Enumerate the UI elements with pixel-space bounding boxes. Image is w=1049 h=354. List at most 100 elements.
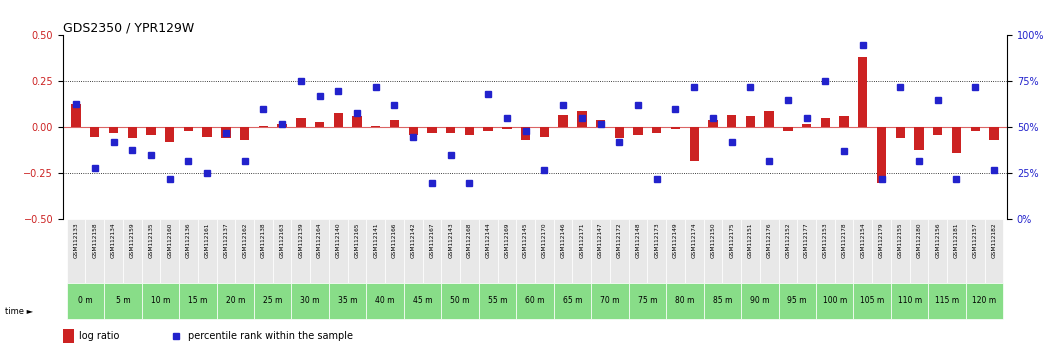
FancyBboxPatch shape [366, 283, 404, 319]
FancyBboxPatch shape [142, 219, 160, 283]
Bar [634, 127, 643, 135]
Text: GSM112164: GSM112164 [317, 223, 322, 258]
FancyBboxPatch shape [254, 219, 273, 283]
Text: GSM112145: GSM112145 [523, 223, 528, 258]
Text: 45 m: 45 m [413, 296, 432, 306]
Text: 0 m: 0 m [78, 296, 92, 306]
Text: 120 m: 120 m [972, 296, 997, 306]
Bar [933, 127, 942, 135]
Text: GSM112136: GSM112136 [186, 223, 191, 258]
Text: GSM112154: GSM112154 [860, 223, 865, 258]
Bar [427, 127, 436, 133]
FancyBboxPatch shape [385, 219, 404, 283]
Text: GSM112176: GSM112176 [767, 223, 772, 258]
FancyBboxPatch shape [123, 219, 142, 283]
Text: GSM112139: GSM112139 [298, 223, 303, 258]
FancyBboxPatch shape [816, 219, 835, 283]
Text: GSM112147: GSM112147 [598, 223, 603, 258]
Text: 60 m: 60 m [526, 296, 544, 306]
FancyBboxPatch shape [666, 219, 685, 283]
FancyBboxPatch shape [854, 219, 872, 283]
Bar [90, 127, 100, 137]
FancyBboxPatch shape [592, 219, 609, 283]
Bar [708, 120, 718, 127]
FancyBboxPatch shape [329, 219, 347, 283]
FancyBboxPatch shape [478, 283, 516, 319]
FancyBboxPatch shape [329, 283, 366, 319]
FancyBboxPatch shape [909, 219, 928, 283]
Text: time ►: time ► [5, 307, 34, 316]
Text: 5 m: 5 m [115, 296, 130, 306]
Bar [296, 118, 305, 127]
FancyBboxPatch shape [142, 283, 179, 319]
FancyBboxPatch shape [966, 283, 1003, 319]
Text: GSM112170: GSM112170 [542, 223, 547, 258]
Bar [390, 120, 400, 127]
FancyBboxPatch shape [872, 219, 891, 283]
Bar [820, 118, 830, 127]
Bar [858, 57, 868, 127]
FancyBboxPatch shape [478, 219, 497, 283]
Text: log ratio: log ratio [79, 331, 120, 341]
Bar [801, 124, 811, 127]
FancyBboxPatch shape [67, 219, 85, 283]
Text: 80 m: 80 m [676, 296, 694, 306]
Bar [727, 115, 736, 127]
Text: 15 m: 15 m [188, 296, 208, 306]
Bar [670, 127, 680, 129]
Bar [839, 116, 849, 127]
FancyBboxPatch shape [928, 219, 947, 283]
FancyBboxPatch shape [404, 219, 423, 283]
FancyBboxPatch shape [628, 283, 666, 319]
Text: GSM112175: GSM112175 [729, 223, 734, 258]
FancyBboxPatch shape [628, 219, 647, 283]
FancyBboxPatch shape [835, 219, 854, 283]
Bar [689, 127, 699, 161]
Bar [408, 127, 418, 135]
FancyBboxPatch shape [516, 283, 554, 319]
FancyBboxPatch shape [216, 219, 235, 283]
Bar [877, 127, 886, 183]
Bar [558, 115, 568, 127]
Text: GSM112162: GSM112162 [242, 223, 248, 258]
Bar [259, 126, 269, 127]
FancyBboxPatch shape [685, 219, 704, 283]
Text: GSM112171: GSM112171 [579, 223, 584, 258]
Bar [521, 127, 531, 140]
Text: GSM112173: GSM112173 [655, 223, 659, 258]
FancyBboxPatch shape [497, 219, 516, 283]
FancyBboxPatch shape [759, 219, 778, 283]
Bar [502, 127, 512, 129]
Text: 55 m: 55 m [488, 296, 508, 306]
Bar [446, 127, 455, 133]
Text: 10 m: 10 m [151, 296, 170, 306]
FancyBboxPatch shape [216, 283, 254, 319]
FancyBboxPatch shape [609, 219, 628, 283]
Text: 65 m: 65 m [562, 296, 582, 306]
Text: GSM112179: GSM112179 [879, 223, 884, 258]
Text: GSM112163: GSM112163 [280, 223, 284, 258]
Bar [371, 126, 381, 127]
Text: GSM112165: GSM112165 [355, 223, 360, 258]
FancyBboxPatch shape [966, 219, 985, 283]
FancyBboxPatch shape [85, 219, 104, 283]
Text: GSM112140: GSM112140 [336, 223, 341, 258]
FancyBboxPatch shape [67, 283, 104, 319]
Text: GSM112182: GSM112182 [991, 223, 997, 258]
Bar [334, 113, 343, 127]
Text: 20 m: 20 m [226, 296, 245, 306]
Text: GSM112152: GSM112152 [786, 223, 790, 258]
Bar [539, 127, 549, 137]
FancyBboxPatch shape [273, 219, 292, 283]
Bar [184, 127, 193, 131]
FancyBboxPatch shape [535, 219, 554, 283]
FancyBboxPatch shape [797, 219, 816, 283]
Text: 75 m: 75 m [638, 296, 657, 306]
Text: GSM112181: GSM112181 [954, 223, 959, 258]
Text: GSM112169: GSM112169 [505, 223, 510, 258]
Text: percentile rank within the sample: percentile rank within the sample [188, 331, 352, 341]
Text: 50 m: 50 m [450, 296, 470, 306]
Text: 90 m: 90 m [750, 296, 770, 306]
Bar [165, 127, 174, 142]
FancyBboxPatch shape [179, 219, 198, 283]
